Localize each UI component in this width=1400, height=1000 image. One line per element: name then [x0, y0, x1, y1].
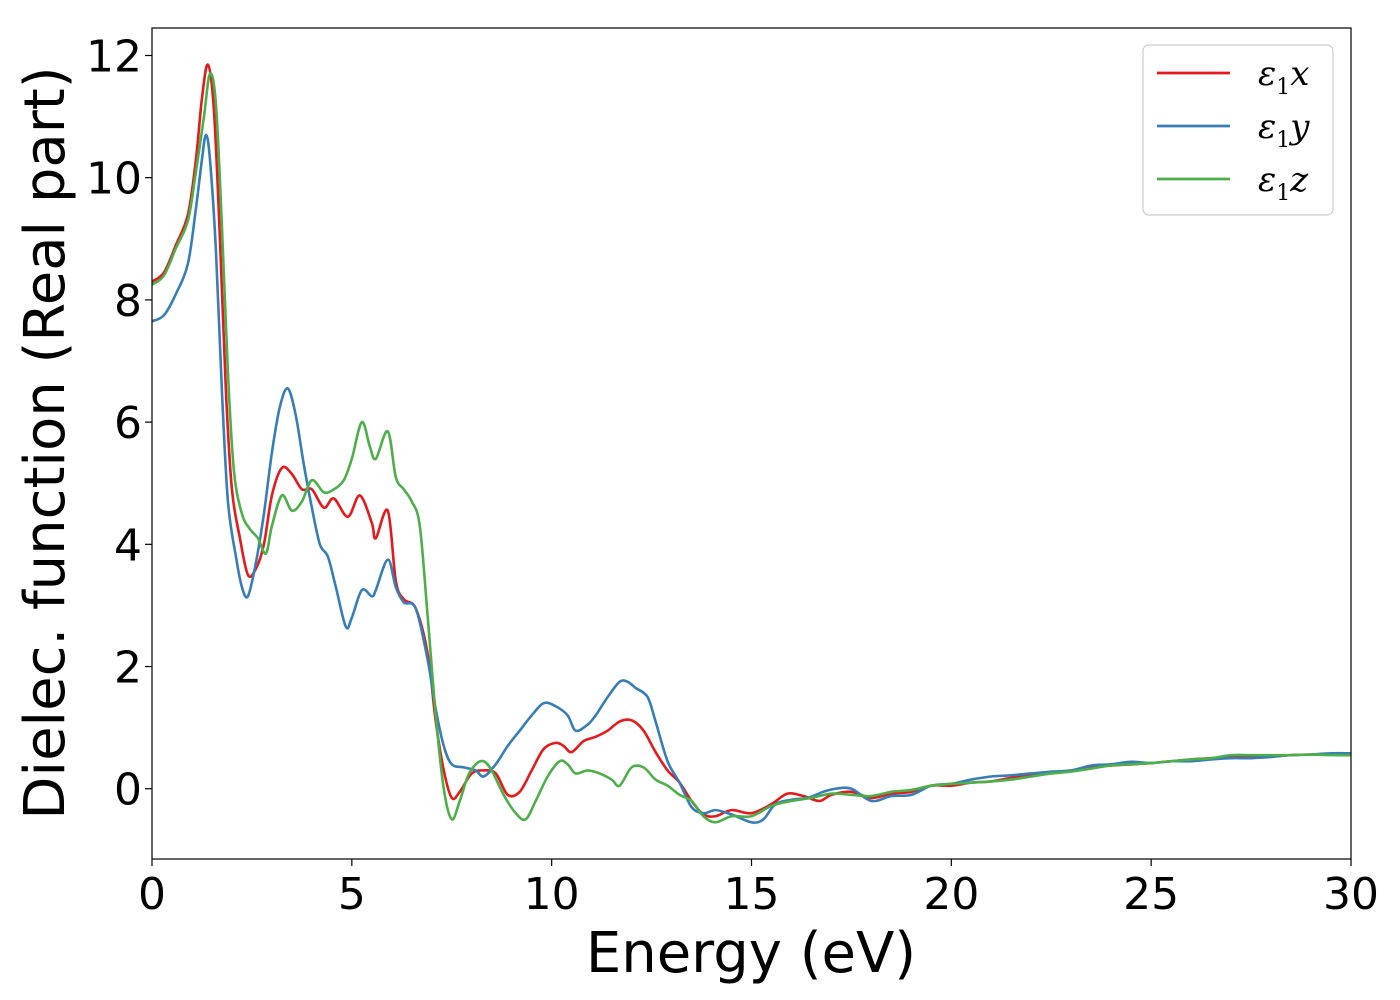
legend-label-x: ε1x — [1258, 54, 1309, 100]
legend-label-z: ε1z — [1258, 160, 1309, 206]
y-tick-label: 2 — [114, 643, 142, 694]
x-tick-label: 15 — [724, 869, 780, 920]
legend-label-y: ε1y — [1258, 107, 1310, 153]
legend-box — [1142, 44, 1334, 216]
x-tick-label: 5 — [338, 869, 366, 920]
x-tick-label: 10 — [524, 869, 580, 920]
y-tick-label: 8 — [114, 276, 142, 327]
x-tick-label: 20 — [923, 869, 979, 920]
x-tick-label: 0 — [138, 869, 166, 920]
y-tick-label: 0 — [114, 765, 142, 816]
y-tick-label: 10 — [86, 154, 142, 205]
x-tick-label: 30 — [1323, 869, 1379, 920]
legend: ε1x ε1y ε1z — [1142, 44, 1334, 216]
series-layer — [152, 63, 1351, 824]
x-tick-label: 25 — [1123, 869, 1179, 920]
series-line-z — [152, 72, 1351, 824]
y-axis-label: Dielec. function (Real part) — [13, 66, 78, 819]
y-tick-label: 4 — [114, 520, 142, 571]
y-tick-label: 6 — [114, 398, 142, 449]
y-axis: 0 2 4 6 8 10 12 — [86, 31, 152, 816]
series-line-y — [152, 133, 1351, 824]
x-axis-label: Energy (eV) — [586, 921, 916, 986]
y-tick-label: 12 — [86, 31, 142, 82]
x-axis: 0 5 10 15 20 25 30 — [138, 859, 1379, 920]
